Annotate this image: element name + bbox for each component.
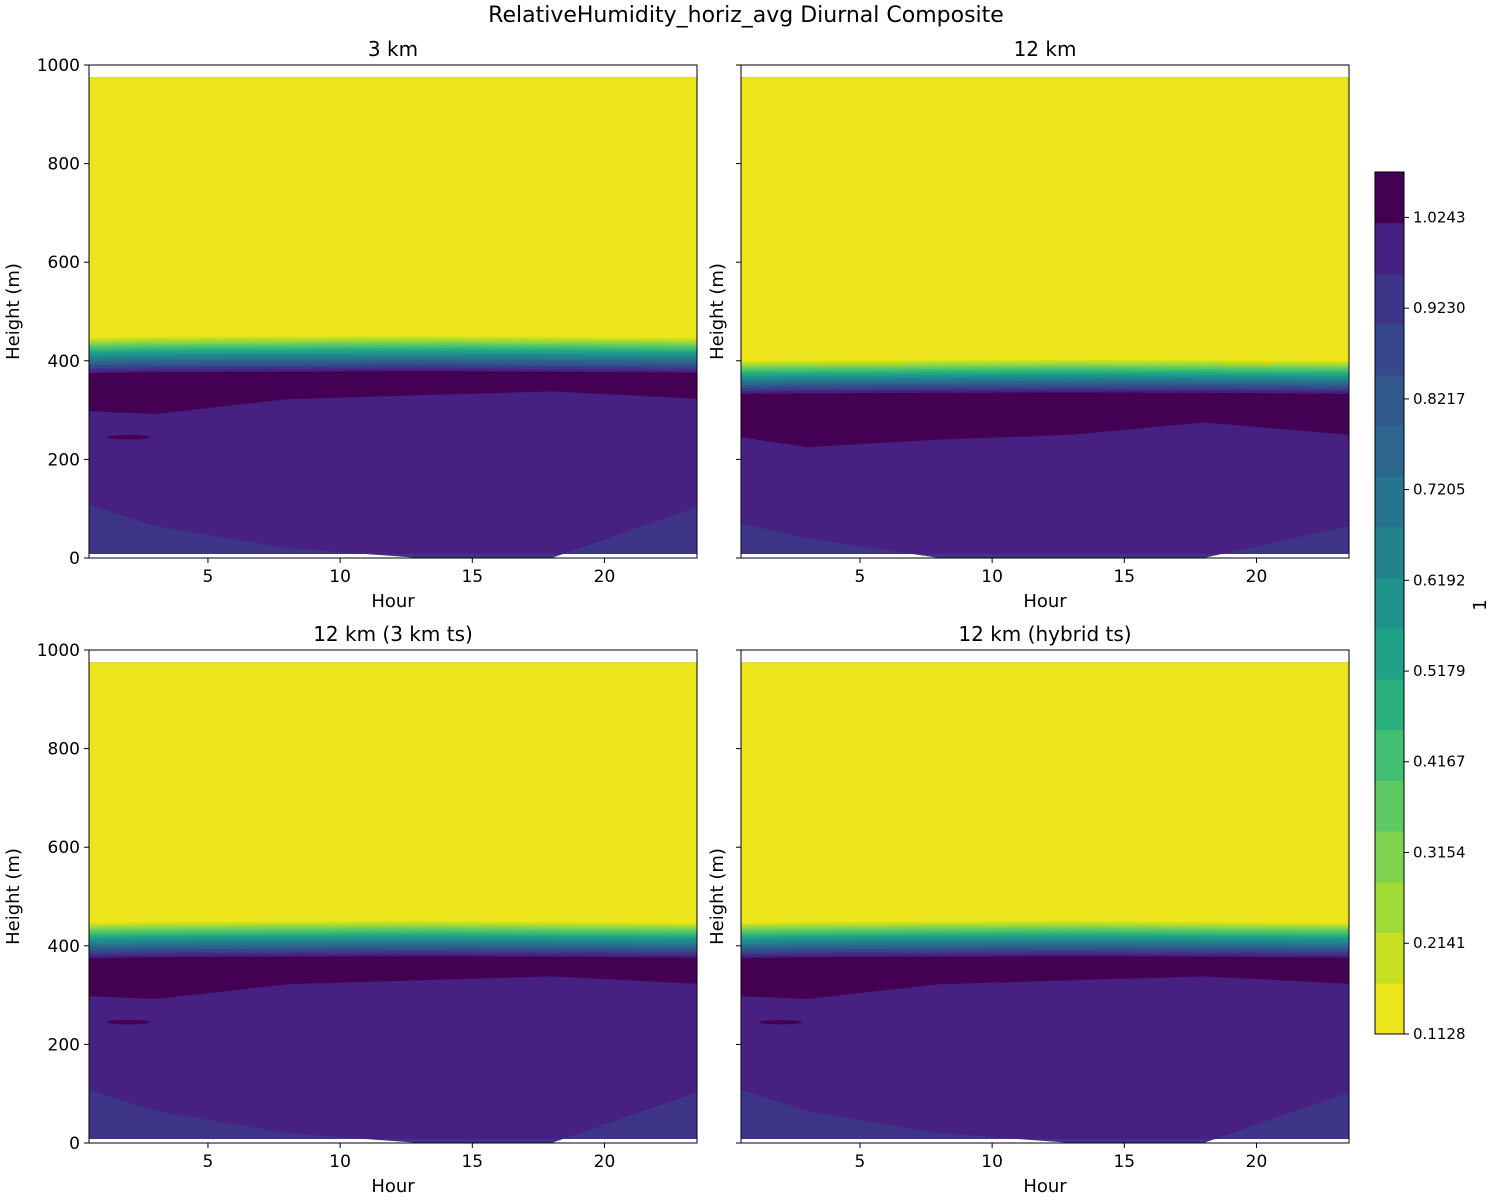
x-tick-label: 15: [1113, 567, 1135, 587]
colorbar-swatch: [1375, 831, 1404, 883]
contour-fill-dry: [89, 662, 697, 930]
panel-frame: [88, 64, 698, 559]
x-tick-label: 10: [329, 567, 351, 587]
contour-streak: [758, 1020, 803, 1025]
panel-4: 12 km (hybrid ts) 5 10 15 20 Hour Height (m): [707, 622, 1350, 1197]
colorbar-swatch: [1375, 222, 1404, 274]
x-axis-label: Hour: [1023, 1176, 1067, 1197]
y-axis-label: Height (m): [707, 263, 728, 360]
contour-streak: [106, 435, 151, 440]
colorbar-swatch: [1375, 729, 1404, 781]
colorbar-tick-label: 0.2141: [1413, 934, 1466, 952]
colorbar-swatch: [1375, 476, 1404, 528]
panel-3: 12 km (3 km ts) 5 10 15 20 Hour 0 200 400 600 800 1…: [3, 622, 698, 1197]
y-axis-label: Height (m): [3, 848, 24, 945]
colorbar-swatch: [1375, 983, 1404, 1035]
contour-fill-dry: [741, 77, 1349, 368]
colorbar-tick-label: 0.4167: [1413, 753, 1466, 771]
x-tick-label: 20: [1246, 1152, 1268, 1172]
colorbar-tick-label: 0.6192: [1413, 571, 1466, 589]
y-tick-label: 400: [48, 937, 80, 957]
contour-area: [741, 662, 1349, 1143]
colorbar-swatch: [1375, 526, 1404, 579]
colorbar: 0.1128 0.2141 0.3154 0.4167 0.5179 0.6192 0.72…: [1374, 171, 1491, 1043]
colorbar-swatch: [1375, 577, 1404, 629]
y-tick-label: 200: [48, 450, 80, 470]
y-axis-label: Height (m): [707, 848, 728, 945]
x-tick-label: 15: [1113, 1152, 1135, 1172]
y-tick-label: 200: [48, 1035, 80, 1055]
x-axis-label: Hour: [371, 1176, 415, 1197]
colorbar-swatch: [1375, 628, 1404, 680]
x-tick-label: 10: [981, 1152, 1003, 1172]
colorbar-swatch: [1375, 881, 1404, 934]
x-tick-label: 10: [329, 1152, 351, 1172]
x-tick-label: 5: [203, 1152, 214, 1172]
contour-fill-1024: [89, 956, 697, 1000]
colorbar-label: 1: [1470, 599, 1491, 610]
contour-fill-1024: [741, 392, 1349, 448]
y-tick-label: 0: [69, 549, 80, 569]
y-tick-label: 800: [48, 740, 80, 760]
colorbar-tick-label: 0.5179: [1413, 662, 1466, 680]
x-tick-label: 20: [594, 1152, 616, 1172]
contour-fill-dry: [741, 662, 1349, 930]
colorbar-tick-label: 0.1128: [1413, 1025, 1466, 1043]
contour-area: [741, 77, 1349, 558]
colorbar-tick-label: 1.0243: [1413, 208, 1466, 226]
panel-1: 3 km 5 10 15 20 Hour 0 200 400 600 800 1000 Height (…: [3, 37, 698, 612]
panel-frame: [740, 64, 1350, 559]
x-axis-label: Hour: [371, 591, 415, 612]
colorbar-swatch: [1375, 374, 1404, 427]
x-tick-label: 5: [855, 567, 866, 587]
contour-area: [89, 662, 697, 1143]
x-tick-label: 5: [855, 1152, 866, 1172]
contour-fill-0822: [89, 1089, 697, 1143]
x-tick-label: 15: [461, 1152, 483, 1172]
panel-title: 12 km (3 km ts): [313, 622, 473, 646]
colorbar-frame: [1374, 171, 1405, 1035]
y-tick-label: 1000: [37, 641, 80, 661]
colorbar-swatch: [1375, 324, 1404, 376]
panel-title: 3 km: [368, 37, 418, 61]
figure-title: RelativeHumidity_horiz_avg Diurnal Compo…: [488, 3, 1004, 28]
colorbar-swatch: [1375, 425, 1404, 477]
contour-fill-1024: [89, 371, 697, 415]
y-tick-label: 600: [48, 253, 80, 273]
x-tick-label: 20: [594, 567, 616, 587]
contour-fill-0822: [741, 1089, 1349, 1143]
panel-title: 12 km: [1014, 37, 1077, 61]
contour-fill-0822: [89, 504, 697, 558]
colorbar-swatch: [1375, 273, 1404, 325]
colorbar-swatch: [1375, 780, 1404, 832]
contour-streak: [106, 1020, 151, 1025]
x-tick-label: 5: [203, 567, 214, 587]
colorbar-tick-label: 0.9230: [1413, 299, 1466, 317]
contour-area: [89, 77, 697, 558]
x-tick-label: 15: [461, 567, 483, 587]
colorbar-swatch: [1375, 932, 1404, 984]
x-axis-label: Hour: [1023, 591, 1067, 612]
y-tick-label: 600: [48, 838, 80, 858]
colorbar-tick-label: 0.3154: [1413, 843, 1466, 861]
colorbar-swatch: [1375, 679, 1404, 731]
panel-frame: [88, 649, 698, 1144]
y-axis-label: Height (m): [3, 263, 24, 360]
panel-title: 12 km (hybrid ts): [958, 622, 1131, 646]
x-tick-label: 10: [981, 567, 1003, 587]
colorbar-swatch: [1375, 172, 1404, 224]
y-tick-label: 1000: [37, 56, 80, 76]
panel-frame: [740, 649, 1350, 1144]
x-tick-label: 20: [1246, 567, 1268, 587]
contour-fill-1024: [741, 956, 1349, 1000]
y-tick-label: 0: [69, 1134, 80, 1154]
y-tick-label: 800: [48, 155, 80, 175]
y-tick-label: 400: [48, 352, 80, 372]
colorbar-tick-label: 0.7205: [1413, 481, 1466, 499]
contour-fill-dry: [89, 77, 697, 345]
panel-2: 12 km 5 10 15 20 Hour Height (m): [707, 37, 1350, 612]
colorbar-tick-label: 0.8217: [1413, 390, 1466, 408]
